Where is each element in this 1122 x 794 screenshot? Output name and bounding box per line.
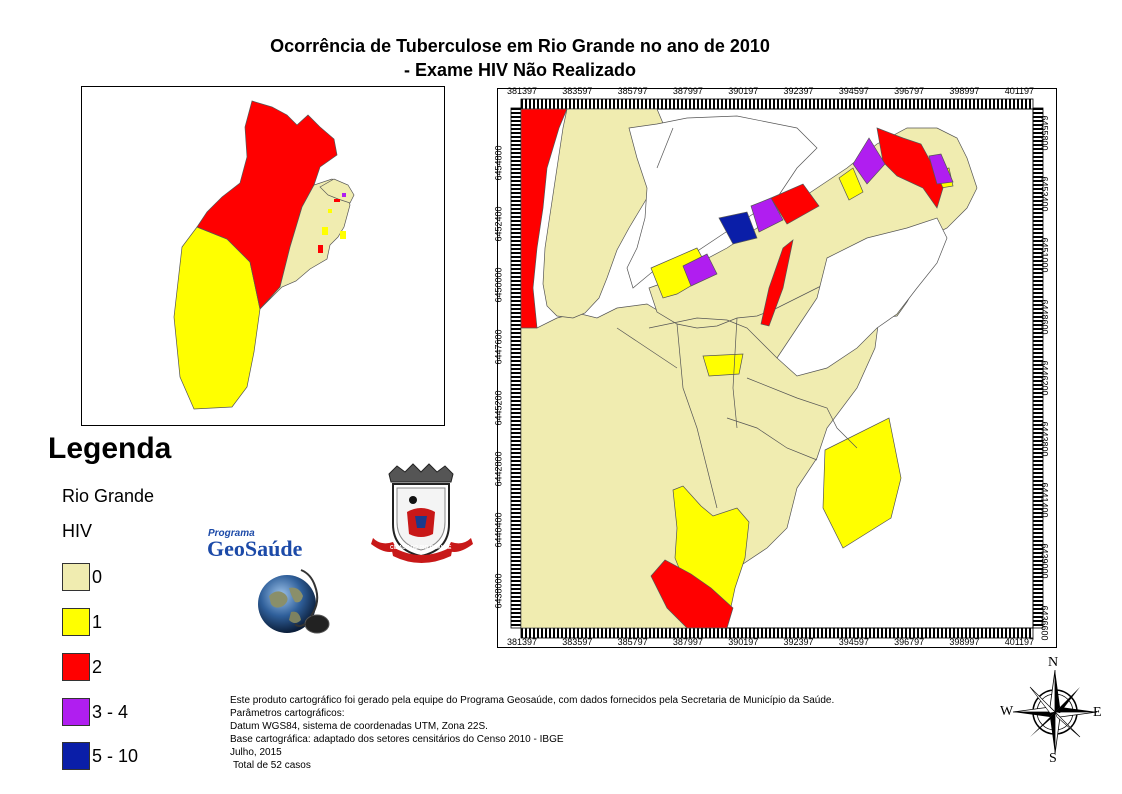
note-line-5: Julho, 2015	[230, 747, 282, 758]
legend-heading: Legenda	[48, 432, 172, 465]
y-tick-right-label: 6436600	[1039, 605, 1050, 641]
x-tick-top-label: 381397	[507, 86, 538, 96]
x-tick-bottom-label: 387997	[672, 637, 703, 647]
legend-swatch-4	[62, 742, 90, 770]
y-tick-left-label: 6442800	[493, 451, 504, 487]
y-tick-right-label: 6443800	[1039, 421, 1050, 457]
x-tick-top-label: 390197	[728, 86, 759, 96]
y-tick-right-label: 6446200	[1039, 360, 1050, 396]
legend-label-1: 1	[92, 612, 103, 632]
note-line-2: Parâmetros cartográficos:	[230, 708, 345, 719]
x-tick-bottom-label: 390197	[728, 637, 759, 647]
y-tick-left-label: 6454800	[493, 145, 504, 181]
y-tick-right-label: 6455800	[1039, 115, 1050, 151]
compass-rose-icon	[1012, 669, 1098, 755]
program-logo-caption: Programa	[208, 528, 255, 539]
compass-west-label: W	[1000, 704, 1014, 719]
legend-label-3: 3 - 4	[92, 702, 129, 722]
main-map	[497, 88, 1057, 648]
x-tick-top-label: 398997	[949, 86, 980, 96]
x-tick-bottom-label: 401197	[1004, 637, 1035, 647]
program-logo-name: GeoSaúde	[207, 536, 303, 561]
x-tick-top-label: 383597	[562, 86, 593, 96]
map-title-line-1: Ocorrência de Tuberculose em Rio Grande …	[270, 36, 770, 56]
y-tick-left-label: 6438000	[493, 573, 504, 609]
y-tick-right-label: 6451000	[1039, 237, 1050, 273]
legend-label-2: 2	[92, 657, 103, 677]
note-line-4: Base cartográfica: adaptado dos setores …	[230, 734, 564, 745]
x-tick-bottom-label: 383597	[562, 637, 593, 647]
x-tick-bottom-label: 392397	[783, 637, 814, 647]
y-tick-left-label: 6447600	[493, 329, 504, 365]
y-tick-left-label: 6445200	[493, 390, 504, 426]
map-title-line-2: - Exame HIV Não Realizado	[403, 60, 637, 80]
x-tick-top-label: 401197	[1004, 86, 1035, 96]
inset-map-graphic	[173, 100, 355, 410]
note-line-6: Total de 52 casos	[233, 760, 311, 771]
x-tick-top-label: 385797	[617, 86, 648, 96]
legend-layer-name: Rio Grande	[62, 486, 155, 506]
y-tick-right-label: 6441400	[1039, 482, 1050, 518]
compass-east-label: E	[1093, 705, 1102, 720]
x-tick-top-label: 394597	[838, 86, 869, 96]
x-tick-bottom-label: 385797	[617, 637, 648, 647]
x-tick-bottom-label: 398997	[949, 637, 980, 647]
city-crest-icon	[371, 463, 473, 563]
x-tick-top-label: 396797	[894, 86, 925, 96]
legend-variable-name: HIV	[62, 521, 93, 541]
crest-ribbon-text: CIDADE DO RIO GRANDE	[390, 545, 452, 551]
x-tick-top-label: 392397	[783, 86, 814, 96]
legend-swatch-3	[62, 698, 90, 726]
globe-mouse-icon	[258, 569, 330, 634]
main-map-graphic	[497, 88, 1057, 648]
legend-label-0: 0	[92, 567, 103, 587]
note-line-1: Este produto cartográfico foi gerado pel…	[230, 695, 835, 706]
legend-swatch-1	[62, 608, 90, 636]
map-polygons	[521, 109, 977, 628]
y-tick-left-label: 6450000	[493, 267, 504, 303]
y-tick-right-label: 6448600	[1039, 299, 1050, 335]
note-line-3: Datum WGS84, sistema de coordenadas UTM,…	[230, 721, 488, 732]
x-tick-bottom-label: 396797	[894, 637, 925, 647]
y-tick-right-label: 6453400	[1039, 176, 1050, 212]
legend-swatch-2	[62, 653, 90, 681]
y-tick-left-label: 6440400	[493, 512, 504, 548]
x-tick-bottom-label: 394597	[838, 637, 869, 647]
x-tick-top-label: 387997	[672, 86, 703, 96]
legend-label-4: 5 - 10	[92, 746, 139, 766]
x-tick-bottom-label: 381397	[507, 637, 538, 647]
inset-map	[81, 86, 445, 426]
map-notes: Este produto cartográfico foi gerado pel…	[230, 694, 834, 772]
y-tick-left-label: 6452400	[493, 206, 504, 242]
legend-swatch-0	[62, 563, 90, 591]
y-tick-right-label: 6439000	[1039, 543, 1050, 579]
compass-south-label: S	[1049, 751, 1057, 766]
compass-north-label: N	[1048, 655, 1059, 670]
